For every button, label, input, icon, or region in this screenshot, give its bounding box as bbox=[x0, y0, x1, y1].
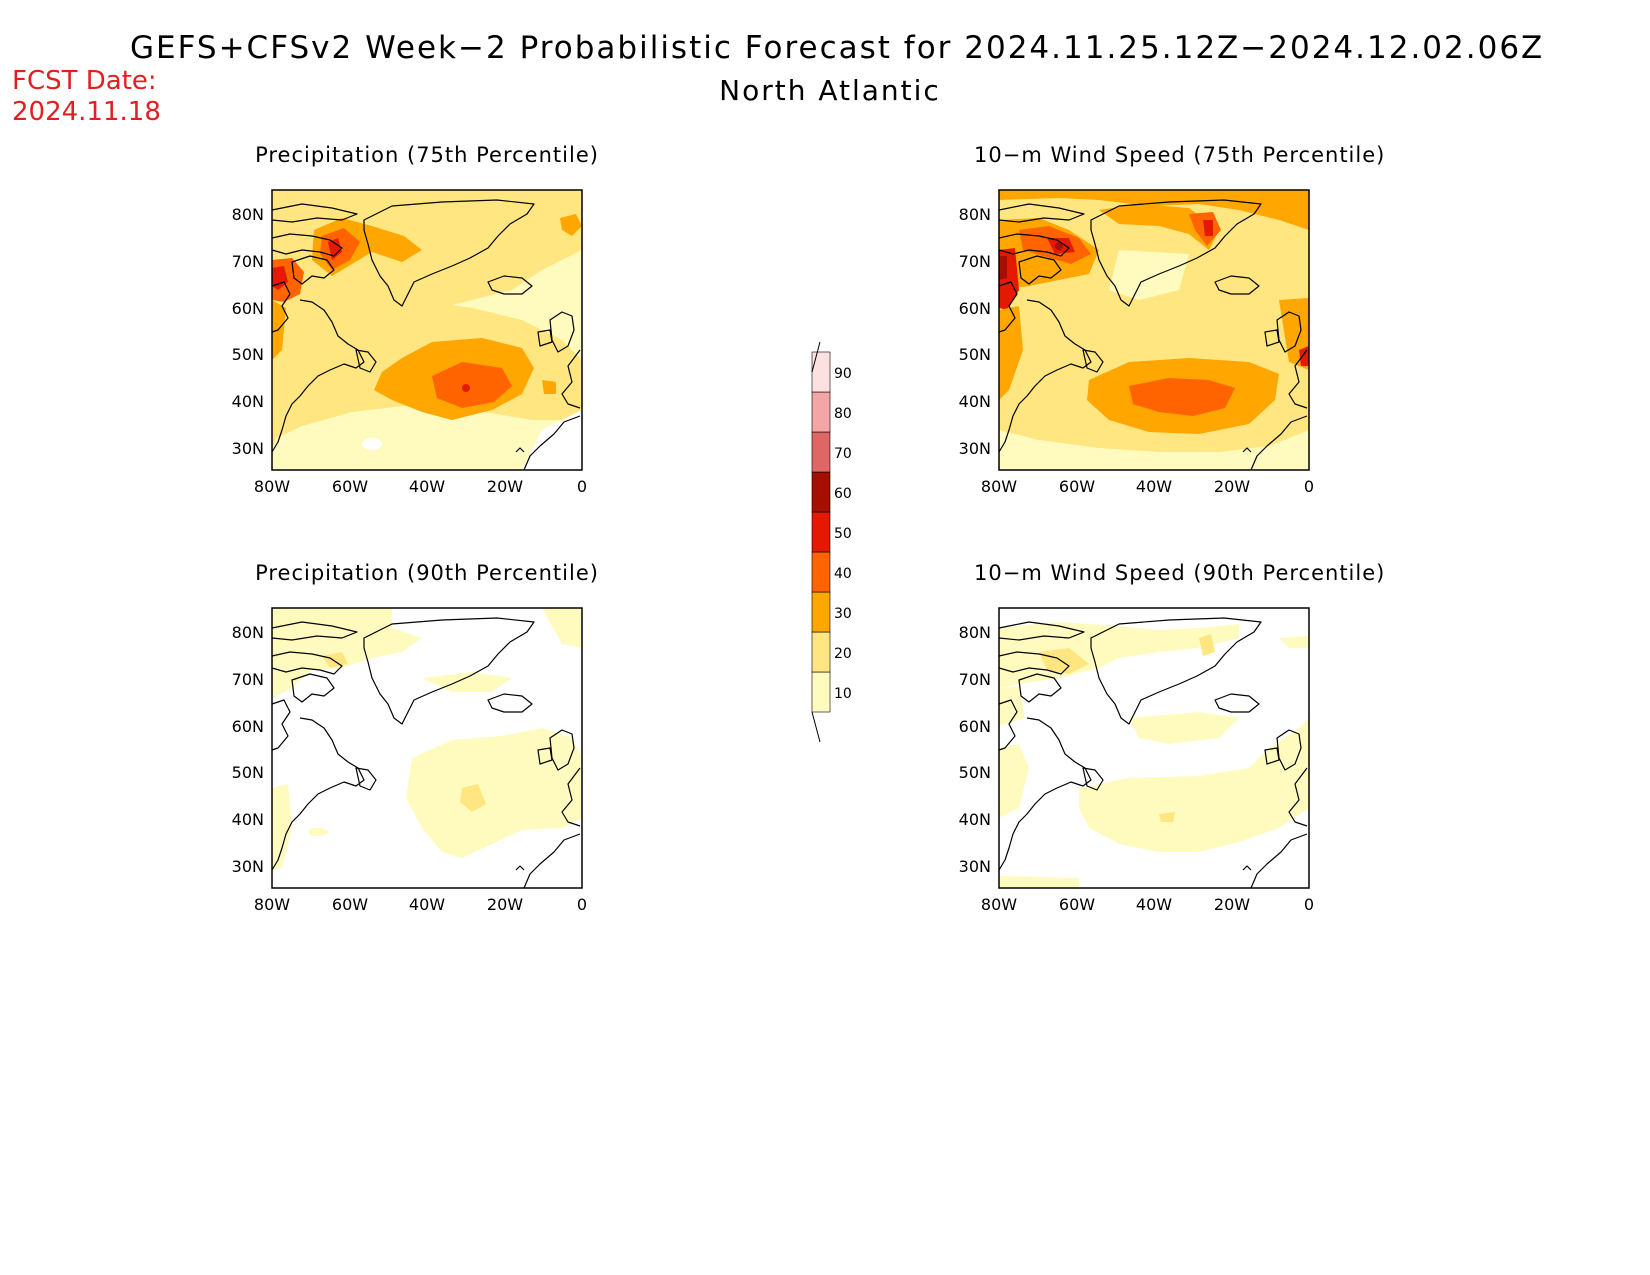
x-tick: 20W bbox=[487, 895, 523, 914]
y-tick: 50N bbox=[232, 345, 264, 364]
x-tick: 0 bbox=[577, 477, 587, 496]
x-tick: 20W bbox=[487, 477, 523, 496]
colorbar-swatch bbox=[811, 511, 831, 553]
colorbar-label: 80 bbox=[834, 406, 852, 422]
y-tick: 80N bbox=[232, 205, 264, 224]
y-tick: 50N bbox=[232, 763, 264, 782]
y-tick: 40N bbox=[232, 392, 264, 411]
x-tick: 80W bbox=[254, 895, 290, 914]
shading-precip-75 bbox=[272, 190, 582, 470]
colorbar-swatch bbox=[811, 391, 831, 433]
panel-title-wind-75: 10−m Wind Speed (75th Percentile) bbox=[974, 143, 1386, 167]
colorbar-swatch bbox=[811, 671, 831, 713]
page-title: GEFS+CFSv2 Week−2 Probabilistic Forecast… bbox=[130, 30, 1545, 66]
colorbar-label: 60 bbox=[834, 486, 852, 502]
y-tick: 30N bbox=[232, 857, 264, 876]
x-tick: 60W bbox=[1059, 895, 1095, 914]
y-tick: 30N bbox=[959, 439, 991, 458]
y-tick: 30N bbox=[232, 439, 264, 458]
x-tick: 0 bbox=[1304, 895, 1314, 914]
colorbar: 10 20 30 40 50 60 70 80 90 bbox=[811, 341, 852, 743]
x-tick: 80W bbox=[254, 477, 290, 496]
shading-wind-90 bbox=[999, 622, 1309, 888]
x-tick: 40W bbox=[409, 895, 445, 914]
y-tick: 80N bbox=[959, 205, 991, 224]
y-tick: 40N bbox=[959, 810, 991, 829]
x-tick: 20W bbox=[1214, 895, 1250, 914]
forecast-date-block: FCST Date: 2024.11.18 bbox=[12, 66, 161, 128]
x-tick: 60W bbox=[1059, 477, 1095, 496]
map-precip-90: 80N 70N 60N 50N 40N 30N 80W 60W 40W 20W … bbox=[232, 607, 587, 914]
y-tick: 60N bbox=[959, 299, 991, 318]
colorbar-label: 40 bbox=[834, 566, 852, 582]
y-tick: 50N bbox=[959, 763, 991, 782]
colorbar-swatch bbox=[811, 551, 831, 593]
x-tick: 60W bbox=[332, 477, 368, 496]
y-tick: 40N bbox=[959, 392, 991, 411]
y-tick: 70N bbox=[959, 670, 991, 689]
y-tick: 30N bbox=[959, 857, 991, 876]
x-tick: 20W bbox=[1214, 477, 1250, 496]
colorbar-swatch bbox=[811, 591, 831, 633]
map-wind-75: 80N 70N 60N 50N 40N 30N 80W 60W 40W 20W … bbox=[959, 189, 1314, 496]
panel-title-precip-90: Precipitation (90th Percentile) bbox=[255, 561, 599, 585]
colorbar-label: 20 bbox=[834, 646, 852, 662]
x-tick: 40W bbox=[409, 477, 445, 496]
map-wind-90: 80N 70N 60N 50N 40N 30N 80W 60W 40W 20W … bbox=[959, 607, 1314, 914]
y-tick: 70N bbox=[232, 670, 264, 689]
x-tick: 40W bbox=[1136, 895, 1172, 914]
forecast-date-label: FCST Date: bbox=[12, 66, 157, 96]
colorbar-label: 50 bbox=[834, 526, 852, 542]
x-tick: 60W bbox=[332, 895, 368, 914]
y-tick: 70N bbox=[232, 252, 264, 271]
colorbar-label: 30 bbox=[834, 606, 852, 622]
y-tick: 60N bbox=[232, 717, 264, 736]
x-tick: 80W bbox=[981, 895, 1017, 914]
x-tick: 0 bbox=[577, 895, 587, 914]
region-subtitle: North Atlantic bbox=[719, 74, 941, 107]
x-tick: 0 bbox=[1304, 477, 1314, 496]
shading-precip-90 bbox=[272, 608, 582, 870]
y-tick: 50N bbox=[959, 345, 991, 364]
colorbar-swatch bbox=[811, 431, 831, 473]
forecast-date-value: 2024.11.18 bbox=[12, 97, 161, 127]
panel-title-precip-75: Precipitation (75th Percentile) bbox=[255, 143, 599, 167]
colorbar-label: 70 bbox=[834, 446, 852, 462]
y-tick: 70N bbox=[959, 252, 991, 271]
colorbar-label: 90 bbox=[834, 366, 852, 382]
y-tick: 80N bbox=[232, 623, 264, 642]
colorbar-swatch bbox=[811, 471, 831, 513]
y-tick: 60N bbox=[232, 299, 264, 318]
y-tick: 60N bbox=[959, 717, 991, 736]
x-tick: 40W bbox=[1136, 477, 1172, 496]
map-precip-75: 80N 70N 60N 50N 40N 30N 80W 60W 40W 20W … bbox=[232, 189, 587, 496]
panel-title-wind-90: 10−m Wind Speed (90th Percentile) bbox=[974, 561, 1386, 585]
colorbar-swatch bbox=[811, 631, 831, 673]
y-tick: 80N bbox=[959, 623, 991, 642]
x-tick: 80W bbox=[981, 477, 1017, 496]
colorbar-swatch bbox=[811, 351, 831, 393]
y-tick: 40N bbox=[232, 810, 264, 829]
colorbar-label: 10 bbox=[834, 686, 852, 702]
